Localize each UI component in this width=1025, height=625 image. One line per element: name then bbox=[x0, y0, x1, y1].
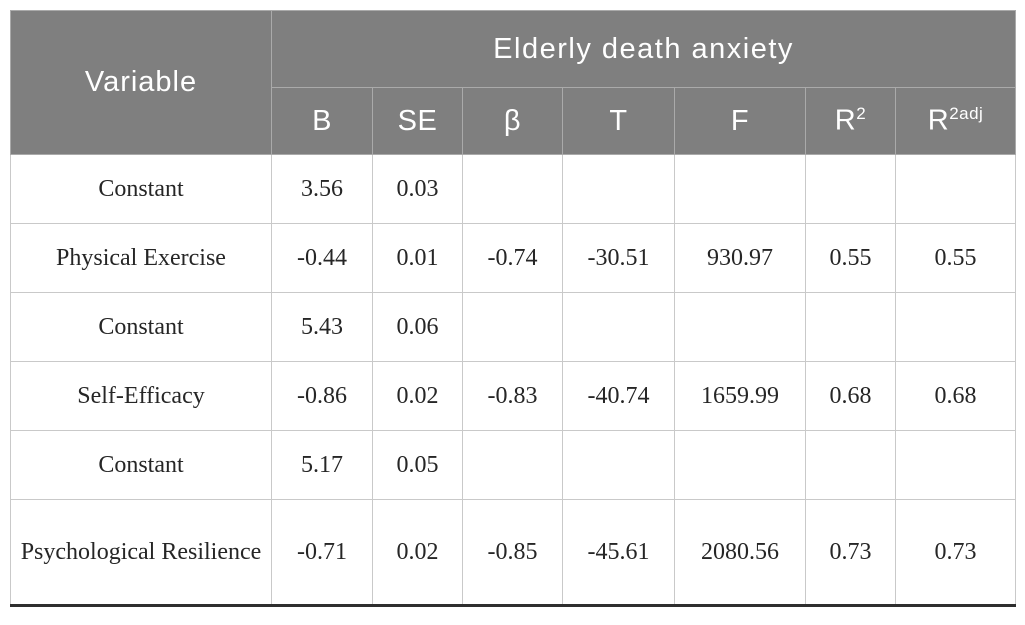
cell-beta: -0.74 bbox=[462, 223, 563, 293]
column-header-r2: R2 bbox=[805, 87, 896, 155]
cell-se: 0.06 bbox=[372, 292, 463, 362]
column-header-r2adj: R2adj bbox=[894, 87, 1017, 155]
table-header: Variable Elderly death anxiety B SE β T … bbox=[10, 10, 1017, 155]
column-header-variable: Variable bbox=[10, 10, 272, 155]
cell-t bbox=[562, 292, 675, 362]
column-header-beta: β bbox=[462, 87, 563, 155]
cell-r2 bbox=[805, 154, 896, 224]
cell-variable: Physical Exercise bbox=[10, 223, 272, 293]
cell-se: 0.02 bbox=[372, 361, 463, 431]
cell-f bbox=[674, 154, 806, 224]
table-row-constant-3: Constant 5.17 0.05 bbox=[10, 430, 1017, 500]
table-row-physical-exercise: Physical Exercise -0.44 0.01 -0.74 -30.5… bbox=[10, 223, 1017, 293]
cell-r2: 0.55 bbox=[805, 223, 896, 293]
cell-f bbox=[674, 292, 806, 362]
cell-variable: Constant bbox=[10, 292, 272, 362]
column-header-f: F bbox=[674, 87, 806, 155]
r2-base: R bbox=[834, 104, 857, 137]
cell-beta: -0.85 bbox=[462, 499, 563, 606]
cell-r2adj bbox=[894, 292, 1017, 362]
cell-t: -45.61 bbox=[562, 499, 675, 606]
r2adj-superscript: 2adj bbox=[949, 104, 984, 124]
table-row-constant-1: Constant 3.56 0.03 bbox=[10, 154, 1017, 224]
cell-variable: Psychological Resilience bbox=[10, 499, 272, 606]
column-header-b: B bbox=[271, 87, 373, 155]
cell-variable: Self-Efficacy bbox=[10, 361, 272, 431]
table-row-constant-2: Constant 5.43 0.06 bbox=[10, 292, 1017, 362]
cell-beta bbox=[462, 430, 563, 500]
cell-r2adj bbox=[894, 430, 1017, 500]
cell-b: 5.43 bbox=[271, 292, 373, 362]
column-header-t: T bbox=[562, 87, 675, 155]
cell-beta bbox=[462, 154, 563, 224]
table-row-psychological-resilience: Psychological Resilience -0.71 0.02 -0.8… bbox=[10, 499, 1017, 606]
cell-f bbox=[674, 430, 806, 500]
cell-f: 930.97 bbox=[674, 223, 806, 293]
table-row-self-efficacy: Self-Efficacy -0.86 0.02 -0.83 -40.74 16… bbox=[10, 361, 1017, 431]
cell-t bbox=[562, 154, 675, 224]
cell-beta: -0.83 bbox=[462, 361, 563, 431]
r2-superscript: 2 bbox=[856, 104, 867, 124]
cell-b: -0.86 bbox=[271, 361, 373, 431]
table-body: Constant 3.56 0.03 Physical Exercise -0.… bbox=[10, 154, 1017, 606]
cell-se: 0.05 bbox=[372, 430, 463, 500]
cell-se: 0.01 bbox=[372, 223, 463, 293]
cell-b: 5.17 bbox=[271, 430, 373, 500]
cell-r2adj: 0.68 bbox=[894, 361, 1017, 431]
cell-f: 2080.56 bbox=[674, 499, 806, 606]
cell-beta bbox=[462, 292, 563, 362]
cell-f: 1659.99 bbox=[674, 361, 806, 431]
cell-b: 3.56 bbox=[271, 154, 373, 224]
cell-r2 bbox=[805, 292, 896, 362]
cell-r2adj bbox=[894, 154, 1017, 224]
cell-se: 0.02 bbox=[372, 499, 463, 606]
header-group-row: Variable Elderly death anxiety bbox=[10, 10, 1017, 155]
cell-t bbox=[562, 430, 675, 500]
regression-table: Variable Elderly death anxiety B SE β T … bbox=[10, 10, 1017, 607]
column-group-header-elderly-death-anxiety: Elderly death anxiety bbox=[270, 10, 1017, 88]
r2adj-base: R bbox=[927, 104, 950, 137]
header-sub-row: B SE β T F R2 R2adj bbox=[11, 87, 1017, 155]
cell-r2 bbox=[805, 430, 896, 500]
cell-r2adj: 0.55 bbox=[894, 223, 1017, 293]
cell-t: -30.51 bbox=[562, 223, 675, 293]
cell-b: -0.71 bbox=[271, 499, 373, 606]
cell-b: -0.44 bbox=[271, 223, 373, 293]
cell-variable: Constant bbox=[10, 154, 272, 224]
cell-r2: 0.68 bbox=[805, 361, 896, 431]
cell-se: 0.03 bbox=[372, 154, 463, 224]
cell-r2: 0.73 bbox=[805, 499, 896, 606]
column-header-se: SE bbox=[372, 87, 463, 155]
cell-variable: Constant bbox=[10, 430, 272, 500]
cell-t: -40.74 bbox=[562, 361, 675, 431]
cell-r2adj: 0.73 bbox=[894, 499, 1017, 606]
